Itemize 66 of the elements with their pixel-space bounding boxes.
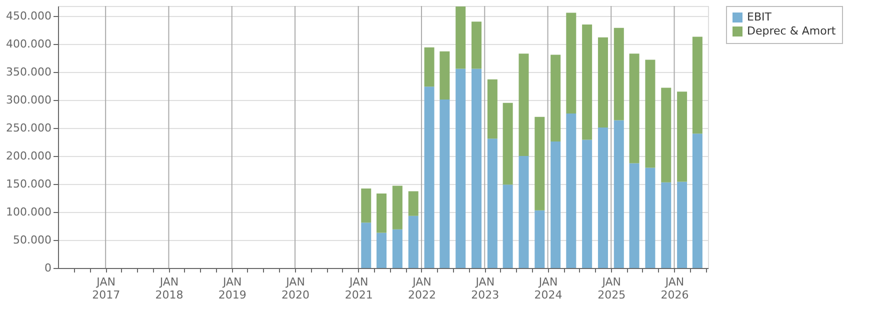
y-tick-label: 250.000 [6, 122, 52, 135]
bar [361, 188, 372, 223]
y-tick-label: 450.000 [6, 10, 52, 23]
bar [598, 127, 608, 268]
bar [472, 68, 482, 268]
bar [614, 28, 624, 120]
bar [424, 86, 434, 268]
bar [534, 116, 545, 210]
bar [408, 216, 418, 268]
bar [487, 79, 498, 139]
bar [440, 99, 450, 268]
bar [582, 24, 592, 140]
y-tick-label: 400.000 [6, 38, 52, 51]
x-tick-label: JAN 2026 [660, 276, 689, 302]
legend-label: Deprec & Amort [747, 24, 836, 38]
bar [629, 163, 640, 268]
y-tick-label: 300.000 [6, 94, 52, 107]
bar [518, 156, 529, 268]
x-tick-label: JAN 2024 [534, 276, 562, 302]
bar [376, 194, 387, 233]
bar [692, 134, 702, 268]
bar [645, 168, 656, 268]
bar [456, 68, 466, 268]
bar [456, 6, 466, 69]
bar [440, 51, 450, 100]
bar [661, 182, 672, 268]
bar [566, 12, 576, 114]
bar [424, 47, 434, 87]
y-tick-label: 100.000 [6, 206, 52, 219]
y-tick-label: 0 [44, 262, 52, 274]
bar [502, 184, 513, 268]
y-tick-label: 200.000 [6, 150, 52, 163]
bar [614, 120, 624, 268]
x-tick-label: JAN 2018 [155, 276, 184, 302]
bar [518, 54, 529, 156]
bar [582, 140, 592, 268]
bar [502, 102, 513, 185]
y-tick-label: 150.000 [6, 178, 52, 191]
y-tick-label: 350.000 [6, 66, 52, 79]
bar [677, 92, 688, 182]
bar [692, 36, 702, 134]
x-tick-label: JAN 2021 [344, 276, 373, 302]
x-tick-label: JAN 2019 [218, 276, 246, 302]
x-tick-label: JAN 2017 [92, 276, 120, 302]
bar [392, 186, 402, 230]
bar [392, 229, 402, 268]
y-tick-label: 50.000 [13, 234, 52, 247]
bar [677, 182, 688, 268]
x-tick-label: JAN 2023 [471, 276, 500, 302]
bar [408, 191, 418, 216]
bar [661, 88, 672, 182]
bar [550, 141, 561, 268]
x-tick-label: JAN 2022 [408, 276, 436, 302]
bar [376, 232, 387, 268]
bar [487, 138, 498, 268]
bar [472, 22, 482, 69]
bar [598, 37, 608, 128]
bar [534, 210, 545, 268]
bar [566, 113, 576, 268]
bar [550, 54, 561, 142]
x-tick-label: JAN 2020 [282, 276, 310, 302]
bar [645, 60, 656, 168]
bar [361, 222, 372, 268]
x-tick-label: JAN 2025 [598, 276, 626, 302]
bar [629, 54, 640, 164]
legend-label: EBIT [747, 10, 772, 24]
